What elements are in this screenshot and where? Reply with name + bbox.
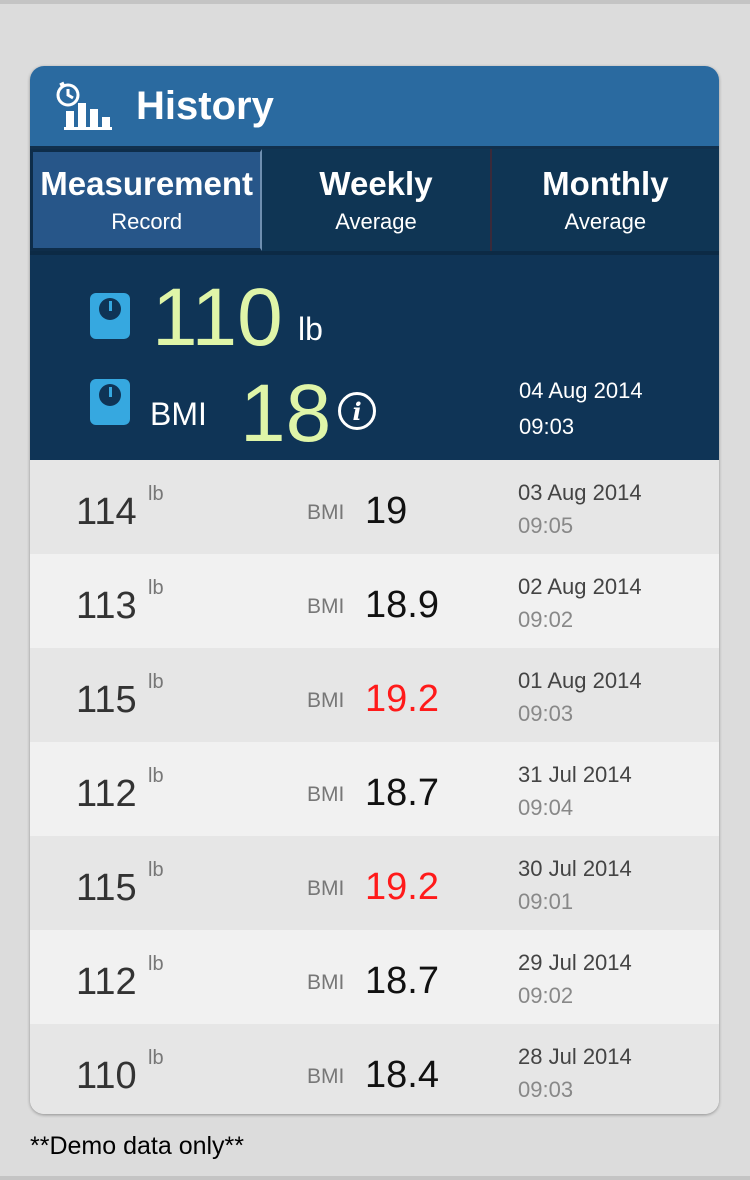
record-date: 28 Jul 2014 [518, 1044, 632, 1069]
tab-label: Measurement [40, 165, 254, 202]
record-time: 09:05 [518, 513, 574, 538]
tab-label: Weekly [319, 165, 433, 202]
record-weight: 110 [76, 1055, 137, 1097]
record-weight-unit: lb [148, 483, 164, 505]
records-list: 114 lb BMI 19 03 Aug 2014 09:05 113 lb BMI 18.9 02… [30, 460, 719, 1114]
record-bmi-label: BMI [307, 971, 345, 994]
tab-sublabel: Average [564, 209, 647, 234]
latest-weight-unit: lb [298, 311, 323, 347]
record-bmi: 19.2 [365, 678, 439, 720]
record-date: 02 Aug 2014 [518, 574, 642, 599]
tab-measurement-record[interactable]: Measurement Record [30, 149, 263, 251]
record-bmi: 18.7 [365, 960, 439, 1002]
history-card: History Measurement Record Weekly Averag… [30, 66, 719, 1114]
latest-bmi: 18 [240, 368, 332, 459]
record-bmi: 18.4 [365, 1054, 439, 1096]
record-bmi: 18.9 [365, 584, 439, 626]
record-time: 09:04 [518, 795, 574, 820]
record-weight: 115 [76, 679, 137, 721]
list-item[interactable]: 115 lb BMI 19.2 01 Aug 2014 09:03 [30, 648, 719, 742]
tab-sublabel: Average [335, 209, 417, 234]
latest-bmi-label: BMI [150, 396, 207, 432]
record-weight-unit: lb [148, 953, 164, 975]
record-bmi-label: BMI [307, 595, 345, 618]
list-item[interactable]: 112 lb BMI 18.7 29 Jul 2014 09:02 [30, 930, 719, 1024]
list-item[interactable]: 115 lb BMI 19.2 30 Jul 2014 09:01 [30, 836, 719, 930]
record-bmi: 19.2 [365, 866, 439, 908]
latest-date: 04 Aug 2014 [519, 378, 643, 403]
record-weight: 113 [76, 585, 137, 627]
tab-label: Monthly [542, 165, 669, 202]
record-weight-unit: lb [148, 765, 164, 787]
record-date: 01 Aug 2014 [518, 668, 642, 693]
scale-icon [90, 379, 130, 425]
page-title: History [136, 83, 274, 128]
bottom-bar [0, 1176, 750, 1180]
record-weight-unit: lb [148, 671, 164, 693]
record-bmi: 19 [365, 490, 408, 532]
record-time: 09:03 [518, 701, 574, 726]
tab-weekly-average[interactable]: Weekly Average [262, 149, 492, 251]
record-bmi-label: BMI [307, 783, 345, 806]
record-weight-unit: lb [148, 1047, 164, 1069]
record-date: 03 Aug 2014 [518, 480, 642, 505]
scale-icon [90, 293, 130, 339]
record-weight-unit: lb [148, 859, 164, 881]
tab-bar: Measurement Record Weekly Average Monthl… [30, 149, 719, 255]
record-weight: 112 [76, 961, 137, 1003]
header: History [30, 66, 719, 149]
list-item[interactable]: 114 lb BMI 19 03 Aug 2014 09:05 [30, 460, 719, 554]
list-item[interactable]: 110 lb BMI 18.4 28 Jul 2014 09:03 [30, 1024, 719, 1114]
latest-measurement[interactable]: 110 lb BMI 18 i 04 Aug 2014 09:03 [30, 255, 719, 460]
latest-time: 09:03 [519, 414, 575, 439]
history-chart-icon [56, 81, 112, 130]
tab-sublabel: Record [111, 209, 183, 234]
record-bmi-label: BMI [307, 877, 345, 900]
record-weight: 112 [76, 773, 137, 815]
list-item[interactable]: 112 lb BMI 18.7 31 Jul 2014 09:04 [30, 742, 719, 836]
record-weight: 115 [76, 867, 137, 909]
record-weight: 114 [76, 491, 137, 533]
record-date: 31 Jul 2014 [518, 762, 632, 787]
record-time: 09:02 [518, 607, 574, 632]
record-bmi: 18.7 [365, 772, 439, 814]
record-bmi-label: BMI [307, 501, 345, 524]
record-weight-unit: lb [148, 577, 164, 599]
top-bar [0, 0, 750, 4]
record-time: 09:03 [518, 1077, 574, 1102]
record-date: 30 Jul 2014 [518, 856, 632, 881]
demo-note: **Demo data only** [30, 1132, 245, 1160]
tab-monthly-average[interactable]: Monthly Average [491, 149, 719, 251]
info-icon[interactable]: i [338, 392, 376, 430]
list-item[interactable]: 113 lb BMI 18.9 02 Aug 2014 09:02 [30, 554, 719, 648]
record-time: 09:02 [518, 983, 574, 1008]
record-date: 29 Jul 2014 [518, 950, 632, 975]
record-bmi-label: BMI [307, 1065, 345, 1088]
record-bmi-label: BMI [307, 689, 345, 712]
record-time: 09:01 [518, 889, 574, 914]
latest-weight: 110 [152, 272, 283, 363]
